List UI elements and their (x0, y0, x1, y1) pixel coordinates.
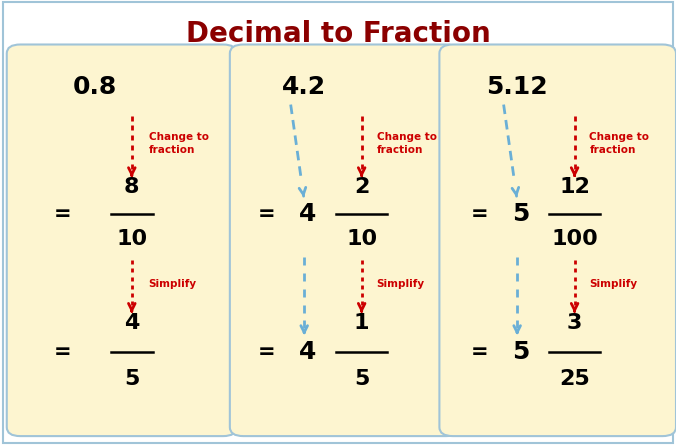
Text: Change to
fraction: Change to fraction (377, 132, 437, 155)
Text: =: = (471, 342, 489, 361)
Text: =: = (258, 342, 276, 361)
Text: 4.2: 4.2 (282, 75, 327, 99)
Text: Simplify: Simplify (589, 279, 637, 289)
Text: Decimal to Fraction: Decimal to Fraction (186, 20, 490, 48)
Text: =: = (471, 204, 489, 223)
FancyBboxPatch shape (439, 44, 676, 436)
Text: Simplify: Simplify (377, 279, 425, 289)
Text: 1: 1 (354, 313, 369, 332)
Text: Change to
fraction: Change to fraction (149, 132, 209, 155)
Text: 12: 12 (559, 177, 590, 197)
Text: 25: 25 (559, 369, 590, 389)
Text: 10: 10 (346, 230, 377, 249)
Text: =: = (53, 342, 71, 361)
Text: 100: 100 (551, 230, 598, 249)
Text: Change to
fraction: Change to fraction (589, 132, 650, 155)
Text: 2: 2 (354, 177, 369, 197)
FancyBboxPatch shape (7, 44, 237, 436)
Text: 3: 3 (567, 313, 582, 332)
Text: Simplify: Simplify (149, 279, 197, 289)
Text: 0.8: 0.8 (72, 75, 117, 99)
Text: 5: 5 (512, 340, 529, 364)
Text: =: = (258, 204, 276, 223)
Text: 5: 5 (512, 202, 529, 226)
Text: 4: 4 (299, 202, 316, 226)
Text: 5.12: 5.12 (486, 75, 548, 99)
Text: 8: 8 (124, 177, 139, 197)
Text: 5: 5 (354, 369, 369, 389)
Text: 4: 4 (124, 313, 139, 332)
Text: 10: 10 (116, 230, 147, 249)
Text: 4: 4 (299, 340, 316, 364)
FancyBboxPatch shape (230, 44, 460, 436)
Text: 5: 5 (124, 369, 139, 389)
Text: =: = (53, 204, 71, 223)
